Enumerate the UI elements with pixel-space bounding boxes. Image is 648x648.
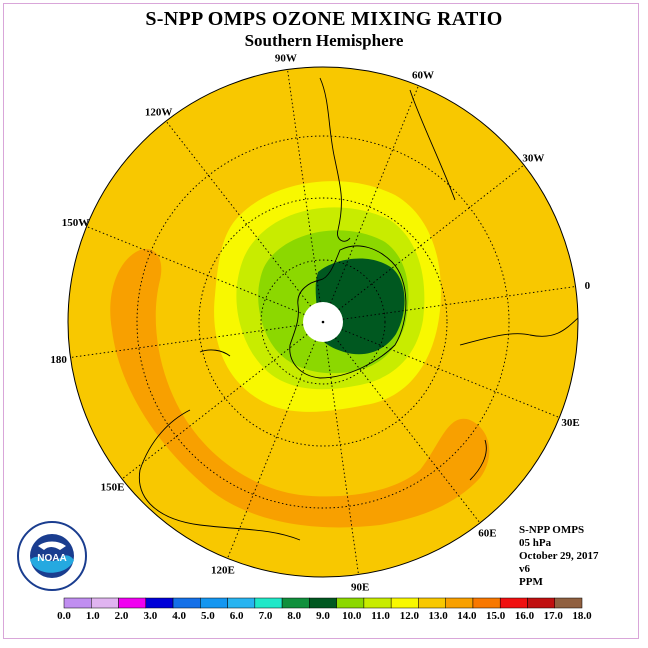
colorbar-swatch xyxy=(390,597,419,609)
colorbar-label: 10.0 xyxy=(342,610,362,622)
colorbar-swatch xyxy=(472,597,501,609)
colorbar-swatch xyxy=(118,597,147,609)
colorbar-swatch xyxy=(554,597,583,609)
colorbar-label: 4.0 xyxy=(172,610,186,622)
colorbar-swatch xyxy=(336,597,365,609)
longitude-label: 60W xyxy=(412,69,434,81)
field-15-16-band xyxy=(110,248,490,528)
colorbar-swatches xyxy=(63,597,583,609)
colorbar-swatch xyxy=(227,597,256,609)
date-label: October 29, 2017 xyxy=(519,550,599,562)
colorbar-label: 3.0 xyxy=(143,610,157,622)
colorbar-label: 14.0 xyxy=(457,610,477,622)
figure-frame xyxy=(3,3,639,639)
colorbar-swatch xyxy=(418,597,446,609)
colorbar-swatch xyxy=(145,597,174,609)
colorbar-label: 16.0 xyxy=(515,610,535,622)
longitude-label: 150E xyxy=(101,481,125,493)
longitude-label: 120E xyxy=(211,565,235,577)
colorbar-label: 2.0 xyxy=(115,610,129,622)
meridian-line xyxy=(334,337,481,524)
colorbar-label: 7.0 xyxy=(259,610,273,622)
colorbar-label: 12.0 xyxy=(400,610,420,622)
colorbar-label: 8.0 xyxy=(287,610,301,622)
meridian-lines xyxy=(70,69,576,575)
longitude-label: 90E xyxy=(351,581,369,593)
longitude-label: 0 xyxy=(585,280,591,292)
map-boundary xyxy=(67,66,579,578)
longitude-label: 30W xyxy=(522,153,544,165)
colorbar-swatch xyxy=(499,597,528,609)
coastlines xyxy=(138,77,578,541)
colorbar-label: 17.0 xyxy=(544,610,564,622)
longitude-label: 150W xyxy=(62,217,90,229)
longitude-label: 90W xyxy=(275,53,297,65)
colorbar-labels: 0.0 1.0 2.0 3.0 4.0 5.0 6.0 7.0 8.0 9.0 10.0 11.0 12… xyxy=(57,610,592,622)
colorbar-label: 13.0 xyxy=(428,610,448,622)
colorbar-label: 15.0 xyxy=(486,610,506,622)
longitude-label: 30E xyxy=(561,417,579,429)
pressure-level: 05 hPa xyxy=(519,537,552,549)
colorbar-label: 6.0 xyxy=(230,610,244,622)
latitude-circles xyxy=(136,135,510,509)
map-subtitle: Southern Hemisphere xyxy=(244,31,404,50)
colorbar-label: 9.0 xyxy=(316,610,330,622)
units-label: PPM xyxy=(519,576,543,588)
colorbar-swatch xyxy=(63,597,92,609)
colorbar-swatch xyxy=(445,597,474,609)
meridian-line xyxy=(86,226,305,315)
colorbar-swatch xyxy=(172,597,201,609)
colorbar-swatch xyxy=(200,597,228,609)
colorbar-swatch xyxy=(281,597,310,609)
map-title: S-NPP OMPS OZONE MIXING RATIO xyxy=(145,8,503,30)
longitude-label: 180 xyxy=(50,354,67,366)
noaa-logo-icon: NOAA xyxy=(17,521,87,591)
logo-text: NOAA xyxy=(37,553,66,564)
colorbar-swatch xyxy=(527,597,555,609)
colorbar-label: 5.0 xyxy=(201,610,215,622)
longitude-label: 60E xyxy=(478,527,496,539)
south-pole-dot xyxy=(321,320,325,324)
colorbar-swatch xyxy=(309,597,337,609)
meridian-line xyxy=(341,329,560,418)
colorbar-swatch xyxy=(254,597,283,609)
colorbar-label: 18.0 xyxy=(572,610,592,622)
meridian-line xyxy=(227,340,316,559)
instrument-label: S-NPP OMPS xyxy=(519,524,585,536)
colorbar-swatch xyxy=(91,597,119,609)
colorbar-swatch xyxy=(363,597,392,609)
colorbar-label: 0.0 xyxy=(57,610,71,622)
meridian-line xyxy=(121,333,308,480)
meridian-line xyxy=(70,324,304,358)
version-label: v6 xyxy=(519,563,530,575)
longitude-labels: 0 30E 60E 90E 120E 150E 180 150W 120W 90W 60W 30W xyxy=(50,53,590,594)
longitude-label: 120W xyxy=(145,107,173,119)
colorbar-label: 11.0 xyxy=(371,610,390,622)
colorbar: 0.0 1.0 2.0 3.0 4.0 5.0 6.0 7.0 8.0 9.0 10.0 11.0 12… xyxy=(57,597,592,622)
meridian-line xyxy=(342,286,576,320)
meridian-line xyxy=(330,85,419,304)
colorbar-label: 1.0 xyxy=(86,610,100,622)
meridian-line xyxy=(287,69,321,303)
meridian-line xyxy=(325,341,359,575)
